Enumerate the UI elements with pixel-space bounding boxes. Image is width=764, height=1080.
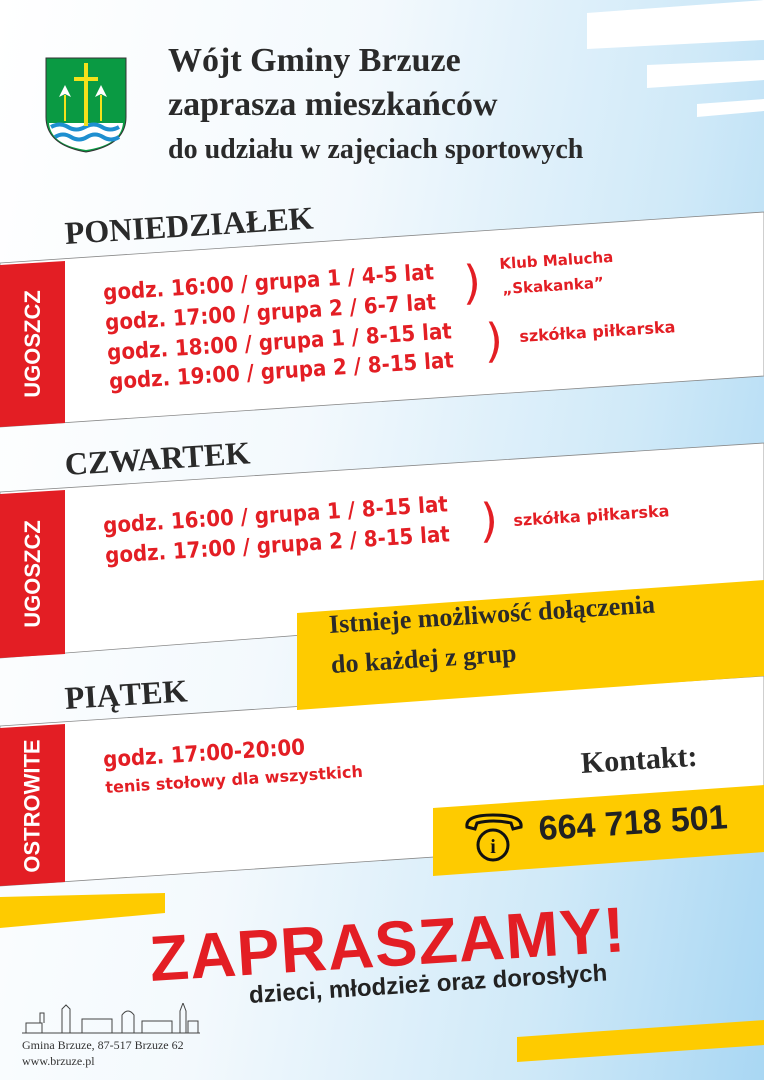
svg-text:i: i [490, 836, 496, 858]
location-label: UGOSZCZ [19, 290, 45, 398]
tab-1 [0, 261, 65, 427]
white-stripe [647, 60, 764, 88]
town-skyline-icon [22, 1003, 200, 1034]
white-stripe [697, 99, 764, 117]
location-tab-monday: UGOSZCZ [0, 263, 65, 425]
title-line-3: do udziału w zajęciach sportowych [168, 134, 584, 165]
info-box-bg [297, 580, 764, 710]
coat-of-arms-icon [45, 57, 127, 153]
tab-3 [0, 724, 65, 886]
white-stripe [587, 0, 764, 49]
day-heading-friday: PIĄTEK [63, 672, 189, 717]
location-label: OSTROWITE [19, 739, 45, 873]
address: Gmina Brzuze, 87-517 Brzuze 62 [22, 1038, 184, 1052]
location-tab-thursday: UGOSZCZ [0, 492, 65, 656]
band-monday [0, 211, 764, 428]
yellow-stripe [0, 893, 165, 928]
title-line-1: Wójt Gminy Brzuze [168, 42, 461, 79]
phone-info-icon: i [465, 813, 523, 862]
location-tab-friday: OSTROWITE [0, 726, 65, 886]
phone-box-bg [433, 785, 764, 876]
location-label: UGOSZCZ [19, 520, 45, 628]
yellow-stripe [517, 1020, 764, 1062]
title-line-2: zaprasza mieszkańców [168, 86, 498, 123]
website-link[interactable]: www.brzuze.pl [22, 1054, 95, 1068]
tab-2 [0, 490, 65, 658]
